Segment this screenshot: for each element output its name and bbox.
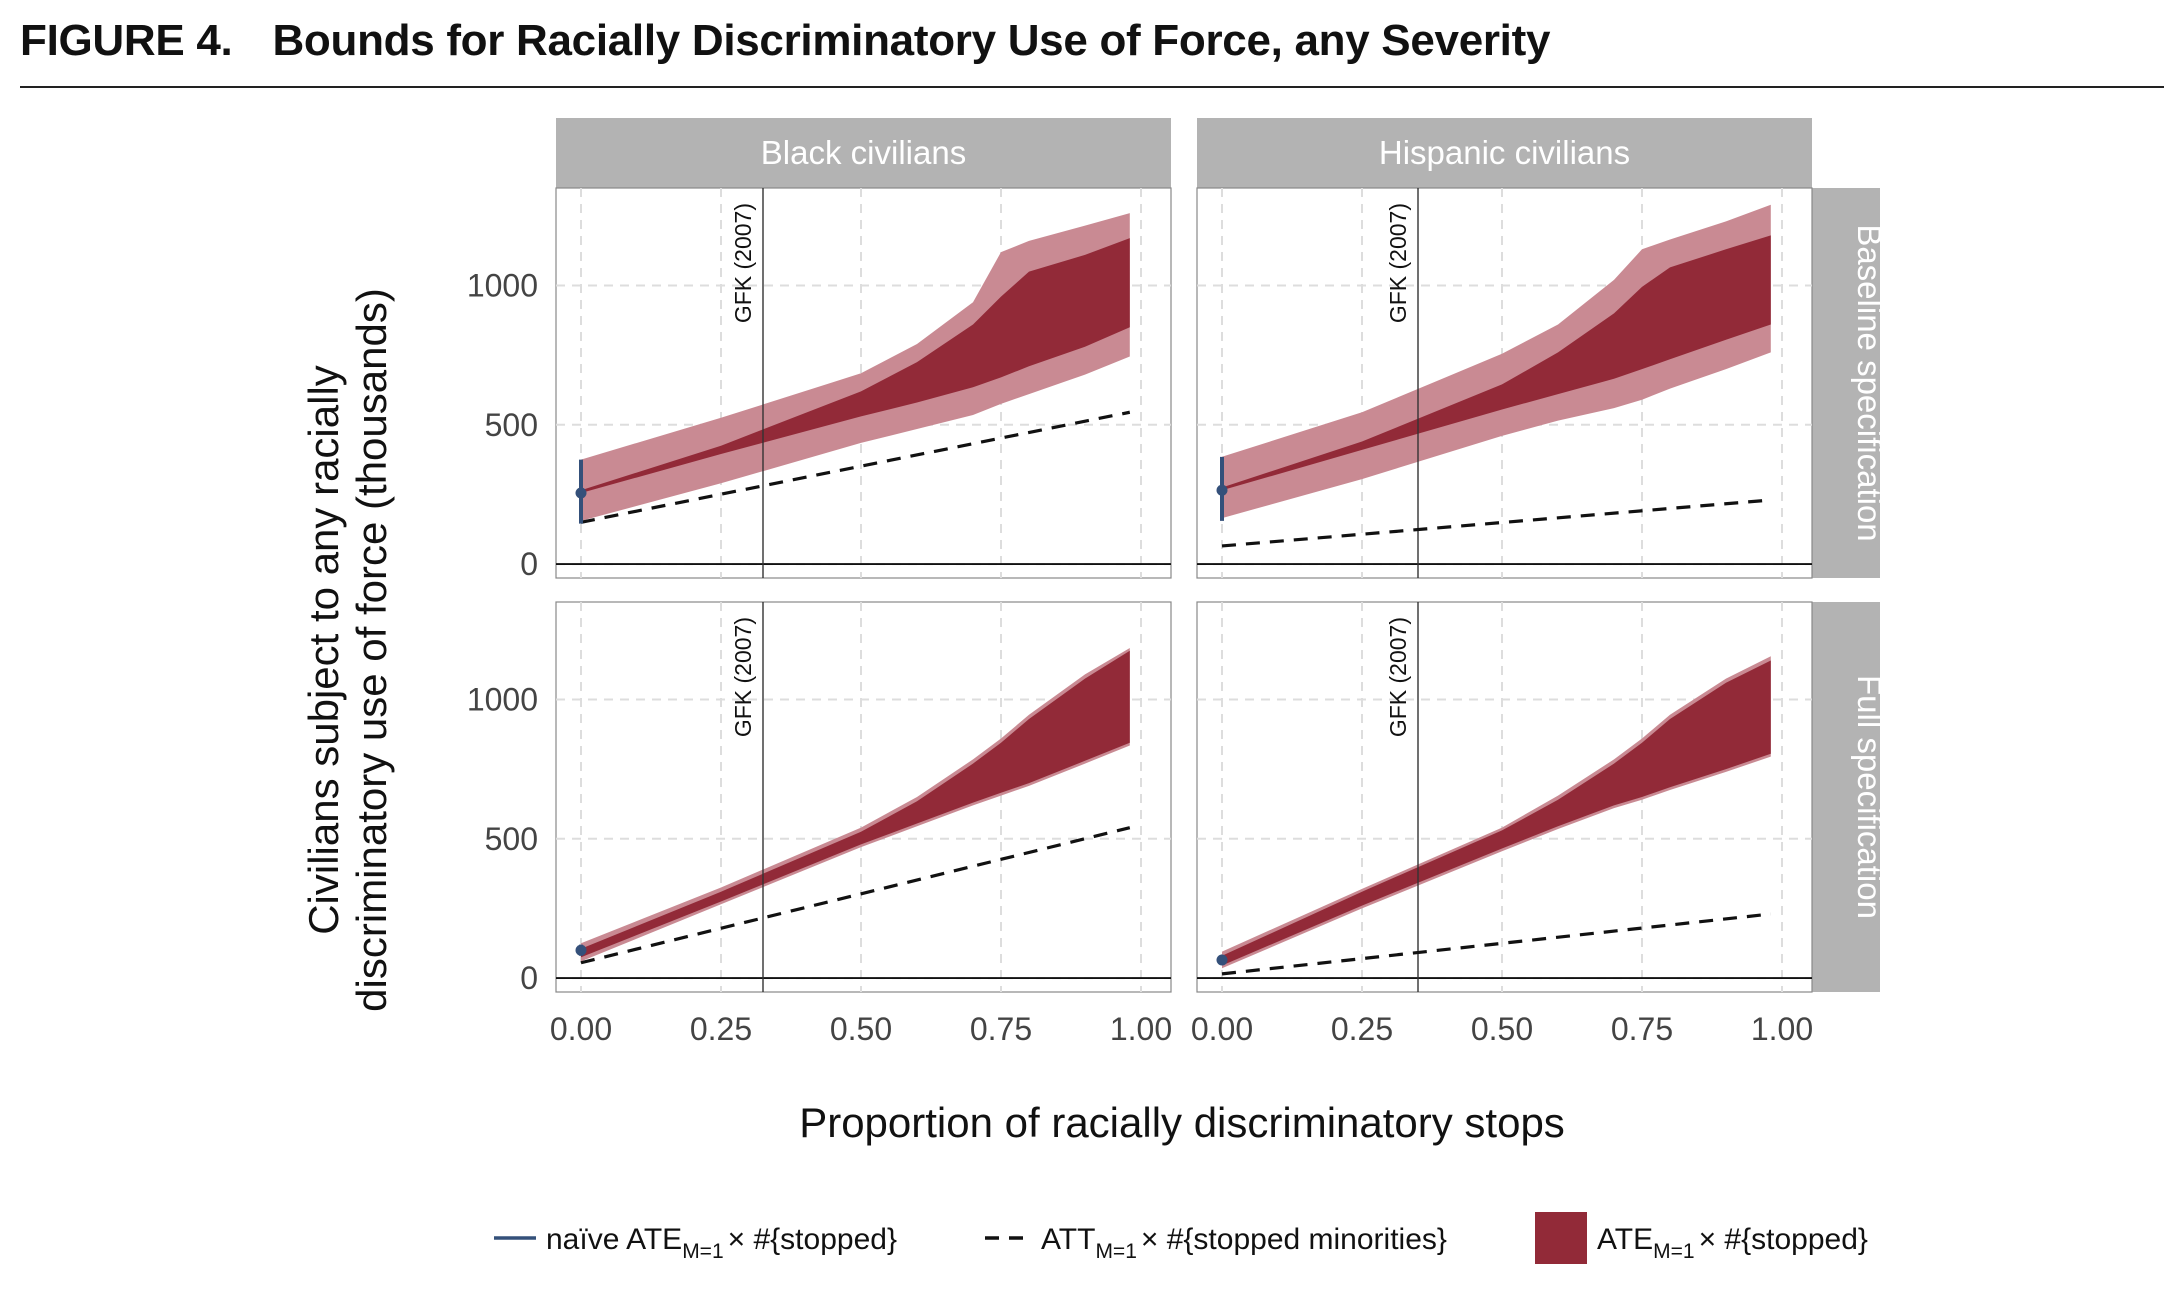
y-tick-label: 500	[485, 821, 538, 857]
panel: GFK (2007) 0 500 1000 0.00 0.25 0.50 0.75 1.00	[467, 601, 1172, 1047]
legend-label-rest: × #{stopped minorities}	[1141, 1223, 1447, 1256]
naive-estimate-point	[1216, 954, 1228, 966]
y-axis-label-line-2: discriminatory use of force (thousands)	[348, 288, 395, 1012]
x-tick-label: 0.75	[1611, 1011, 1673, 1047]
outer-bound-band	[1222, 656, 1771, 969]
legend-label: naïve ATEM=1 × #{stopped}	[546, 1223, 897, 1263]
outer-bound-band	[581, 213, 1130, 521]
x-tick-label: 0.75	[970, 1011, 1032, 1047]
x-tick-label: 1.00	[1751, 1011, 1813, 1047]
legend-item: naïve ATEM=1 × #{stopped}	[494, 1223, 897, 1263]
figure-label: FIGURE 4.	[20, 16, 233, 65]
reference-line-label: GFK (2007)	[730, 617, 756, 737]
panel: GFK (2007) 0.00 0.25 0.50 0.75 1.00	[1191, 601, 1813, 1047]
legend-label-main: ATE	[1597, 1223, 1653, 1256]
panels: Black civilians Hispanic civilians Baselin…	[467, 118, 1888, 1047]
column-strip	[1197, 118, 1812, 188]
panel: GFK (2007)	[1196, 187, 1813, 579]
x-axis-label: Proportion of racially discriminatory st…	[799, 1099, 1565, 1146]
y-tick-label: 500	[485, 407, 538, 443]
y-axis-label-line-1: Civilians subject to any racially	[300, 365, 347, 935]
outer-bound-band	[1222, 204, 1771, 519]
legend-label-main: ATT	[1041, 1223, 1095, 1256]
inner-bound-band	[581, 238, 1130, 493]
att-dashed-line	[1221, 498, 1771, 548]
title-rule	[20, 86, 2164, 88]
naive-estimate-point	[575, 487, 587, 499]
y-tick-label: 1000	[467, 682, 538, 718]
legend-label-subscript: M=1	[682, 1240, 723, 1263]
inner-bound-band	[1222, 660, 1771, 966]
legend: naïve ATEM=1 × #{stopped} ATTM=1 × #{stoppe…	[494, 1212, 1868, 1264]
naive-estimate-point	[575, 944, 587, 956]
x-tick-label: 0.00	[550, 1011, 612, 1047]
legend-label-rest: × #{stopped}	[728, 1223, 897, 1256]
row-strip	[1812, 602, 1880, 992]
row-strip-label: Baseline specification	[1851, 224, 1888, 541]
legend-label-rest: × #{stopped}	[1699, 1223, 1868, 1256]
column-strip-label: Black civilians	[761, 134, 966, 171]
legend-item: ATEM=1 × #{stopped}	[1535, 1212, 1868, 1264]
naive-estimate-point	[1216, 484, 1228, 496]
figure-title: FIGURE 4. Bounds for Racially Discriminat…	[20, 16, 1550, 66]
inner-bound-band	[581, 650, 1130, 958]
legend-label: ATTM=1 × #{stopped minorities}	[1041, 1223, 1447, 1263]
row-strip-label: Full specification	[1851, 675, 1888, 919]
reference-line-label: GFK (2007)	[1385, 617, 1411, 737]
legend-label-subscript: M=1	[1095, 1240, 1136, 1263]
x-tick-label: 1.00	[1110, 1011, 1172, 1047]
panel: GFK (2007) 0 500 1000	[467, 187, 1172, 582]
row-strip	[1812, 188, 1880, 578]
y-tick-label: 0	[520, 960, 538, 996]
legend-label: ATEM=1 × #{stopped}	[1597, 1223, 1868, 1263]
x-tick-label: 0.50	[1471, 1011, 1533, 1047]
x-tick-label: 0.50	[830, 1011, 892, 1047]
x-tick-label: 0.25	[690, 1011, 752, 1047]
att-dashed-line	[580, 410, 1131, 524]
legend-key-fill	[1535, 1212, 1587, 1264]
reference-line-label: GFK (2007)	[730, 203, 756, 323]
y-tick-label: 0	[520, 546, 538, 582]
att-dashed-line	[1221, 912, 1771, 976]
column-strip-label: Hispanic civilians	[1379, 134, 1630, 171]
inner-bound-band	[1222, 235, 1771, 491]
legend-item: ATTM=1 × #{stopped minorities}	[985, 1223, 1447, 1263]
x-tick-label: 0.25	[1331, 1011, 1393, 1047]
column-strip	[556, 118, 1171, 188]
x-tick-label: 0.00	[1191, 1011, 1253, 1047]
y-tick-label: 1000	[467, 268, 538, 304]
legend-label-subscript: M=1	[1653, 1240, 1694, 1263]
reference-line-label: GFK (2007)	[1385, 203, 1411, 323]
figure-title-text: Bounds for Racially Discriminatory Use o…	[272, 16, 1551, 65]
legend-label-main: naïve ATE	[546, 1223, 682, 1256]
